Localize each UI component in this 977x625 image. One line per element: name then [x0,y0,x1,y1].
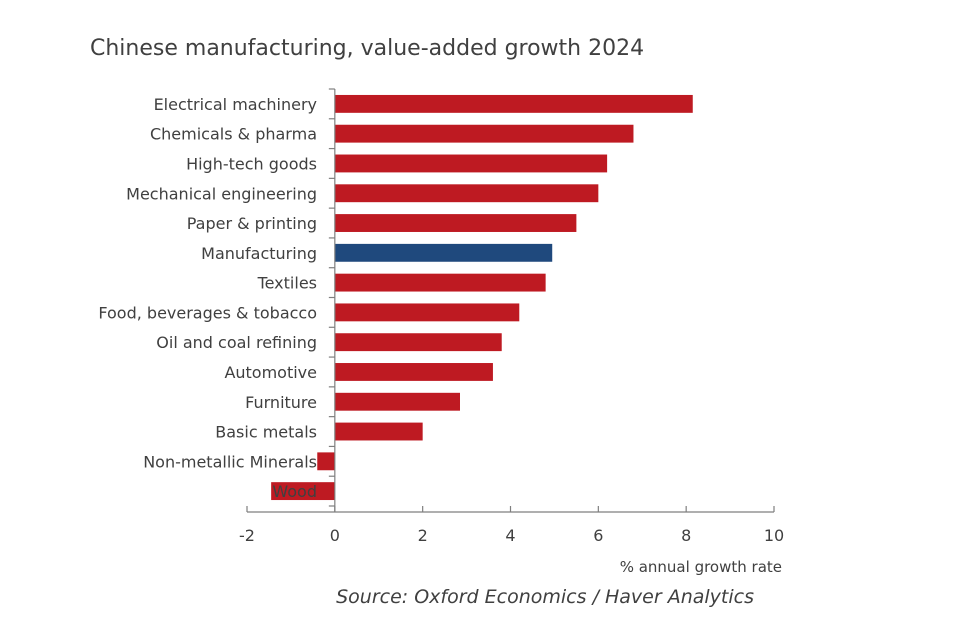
bar-textiles [334,273,546,292]
category-label: Non-metallic Minerals [143,452,317,471]
bar-manufacturing [334,243,553,262]
bar-paper-printing [334,214,577,232]
bar-food-beverages-tobacco [334,303,520,322]
x-tick-labels: -2 0 2 4 6 8 10 [239,526,784,545]
bar-chemicals-pharma [334,124,634,143]
x-axis-ticks [246,506,775,512]
category-label: Manufacturing [201,244,317,263]
bar-wood [271,482,335,501]
category-label: Electrical machinery [154,95,317,114]
bar-mechanical-engineering [334,184,599,203]
bar-non-metallic-minerals [317,452,335,471]
x-tick-label: -2 [239,526,255,545]
category-label: Food, beverages & tobacco [98,303,317,322]
bar-electrical-machinery [334,94,693,113]
x-tick-label: 4 [505,526,515,545]
x-tick-label: 10 [764,526,784,545]
category-label: Automotive [224,363,317,382]
category-label: Furniture [245,393,317,412]
bar-automotive [334,363,493,381]
category-labels: Electrical machinery Chemicals & pharma Hi… [98,95,317,501]
category-label: Chemicals & pharma [150,125,317,144]
bar-basic-metals [334,422,423,441]
bar-high-tech-goods [334,154,608,173]
bars-group [271,94,693,501]
category-label: High-tech goods [186,154,317,173]
category-label: Oil and coal refining [156,333,317,352]
category-label: Basic metals [215,423,317,442]
category-label: Wood [272,482,317,501]
y-axis-ticks [328,88,335,507]
x-tick-label: 6 [593,526,603,545]
x-tick-label: 8 [681,526,691,545]
bar-oil-and-coal-refining [334,333,502,352]
bar-furniture [334,392,460,411]
category-label: Mechanical engineering [126,184,317,203]
x-tick-label: 0 [330,526,340,545]
source-note: Source: Oxford Economics / Haver Analyti… [336,586,754,608]
category-label: Textiles [257,274,317,293]
x-axis-title: % annual growth rate [620,558,782,576]
chart-title: Chinese manufacturing, value-added growt… [90,36,644,61]
x-tick-label: 2 [418,526,428,545]
category-label: Paper & printing [187,214,317,233]
